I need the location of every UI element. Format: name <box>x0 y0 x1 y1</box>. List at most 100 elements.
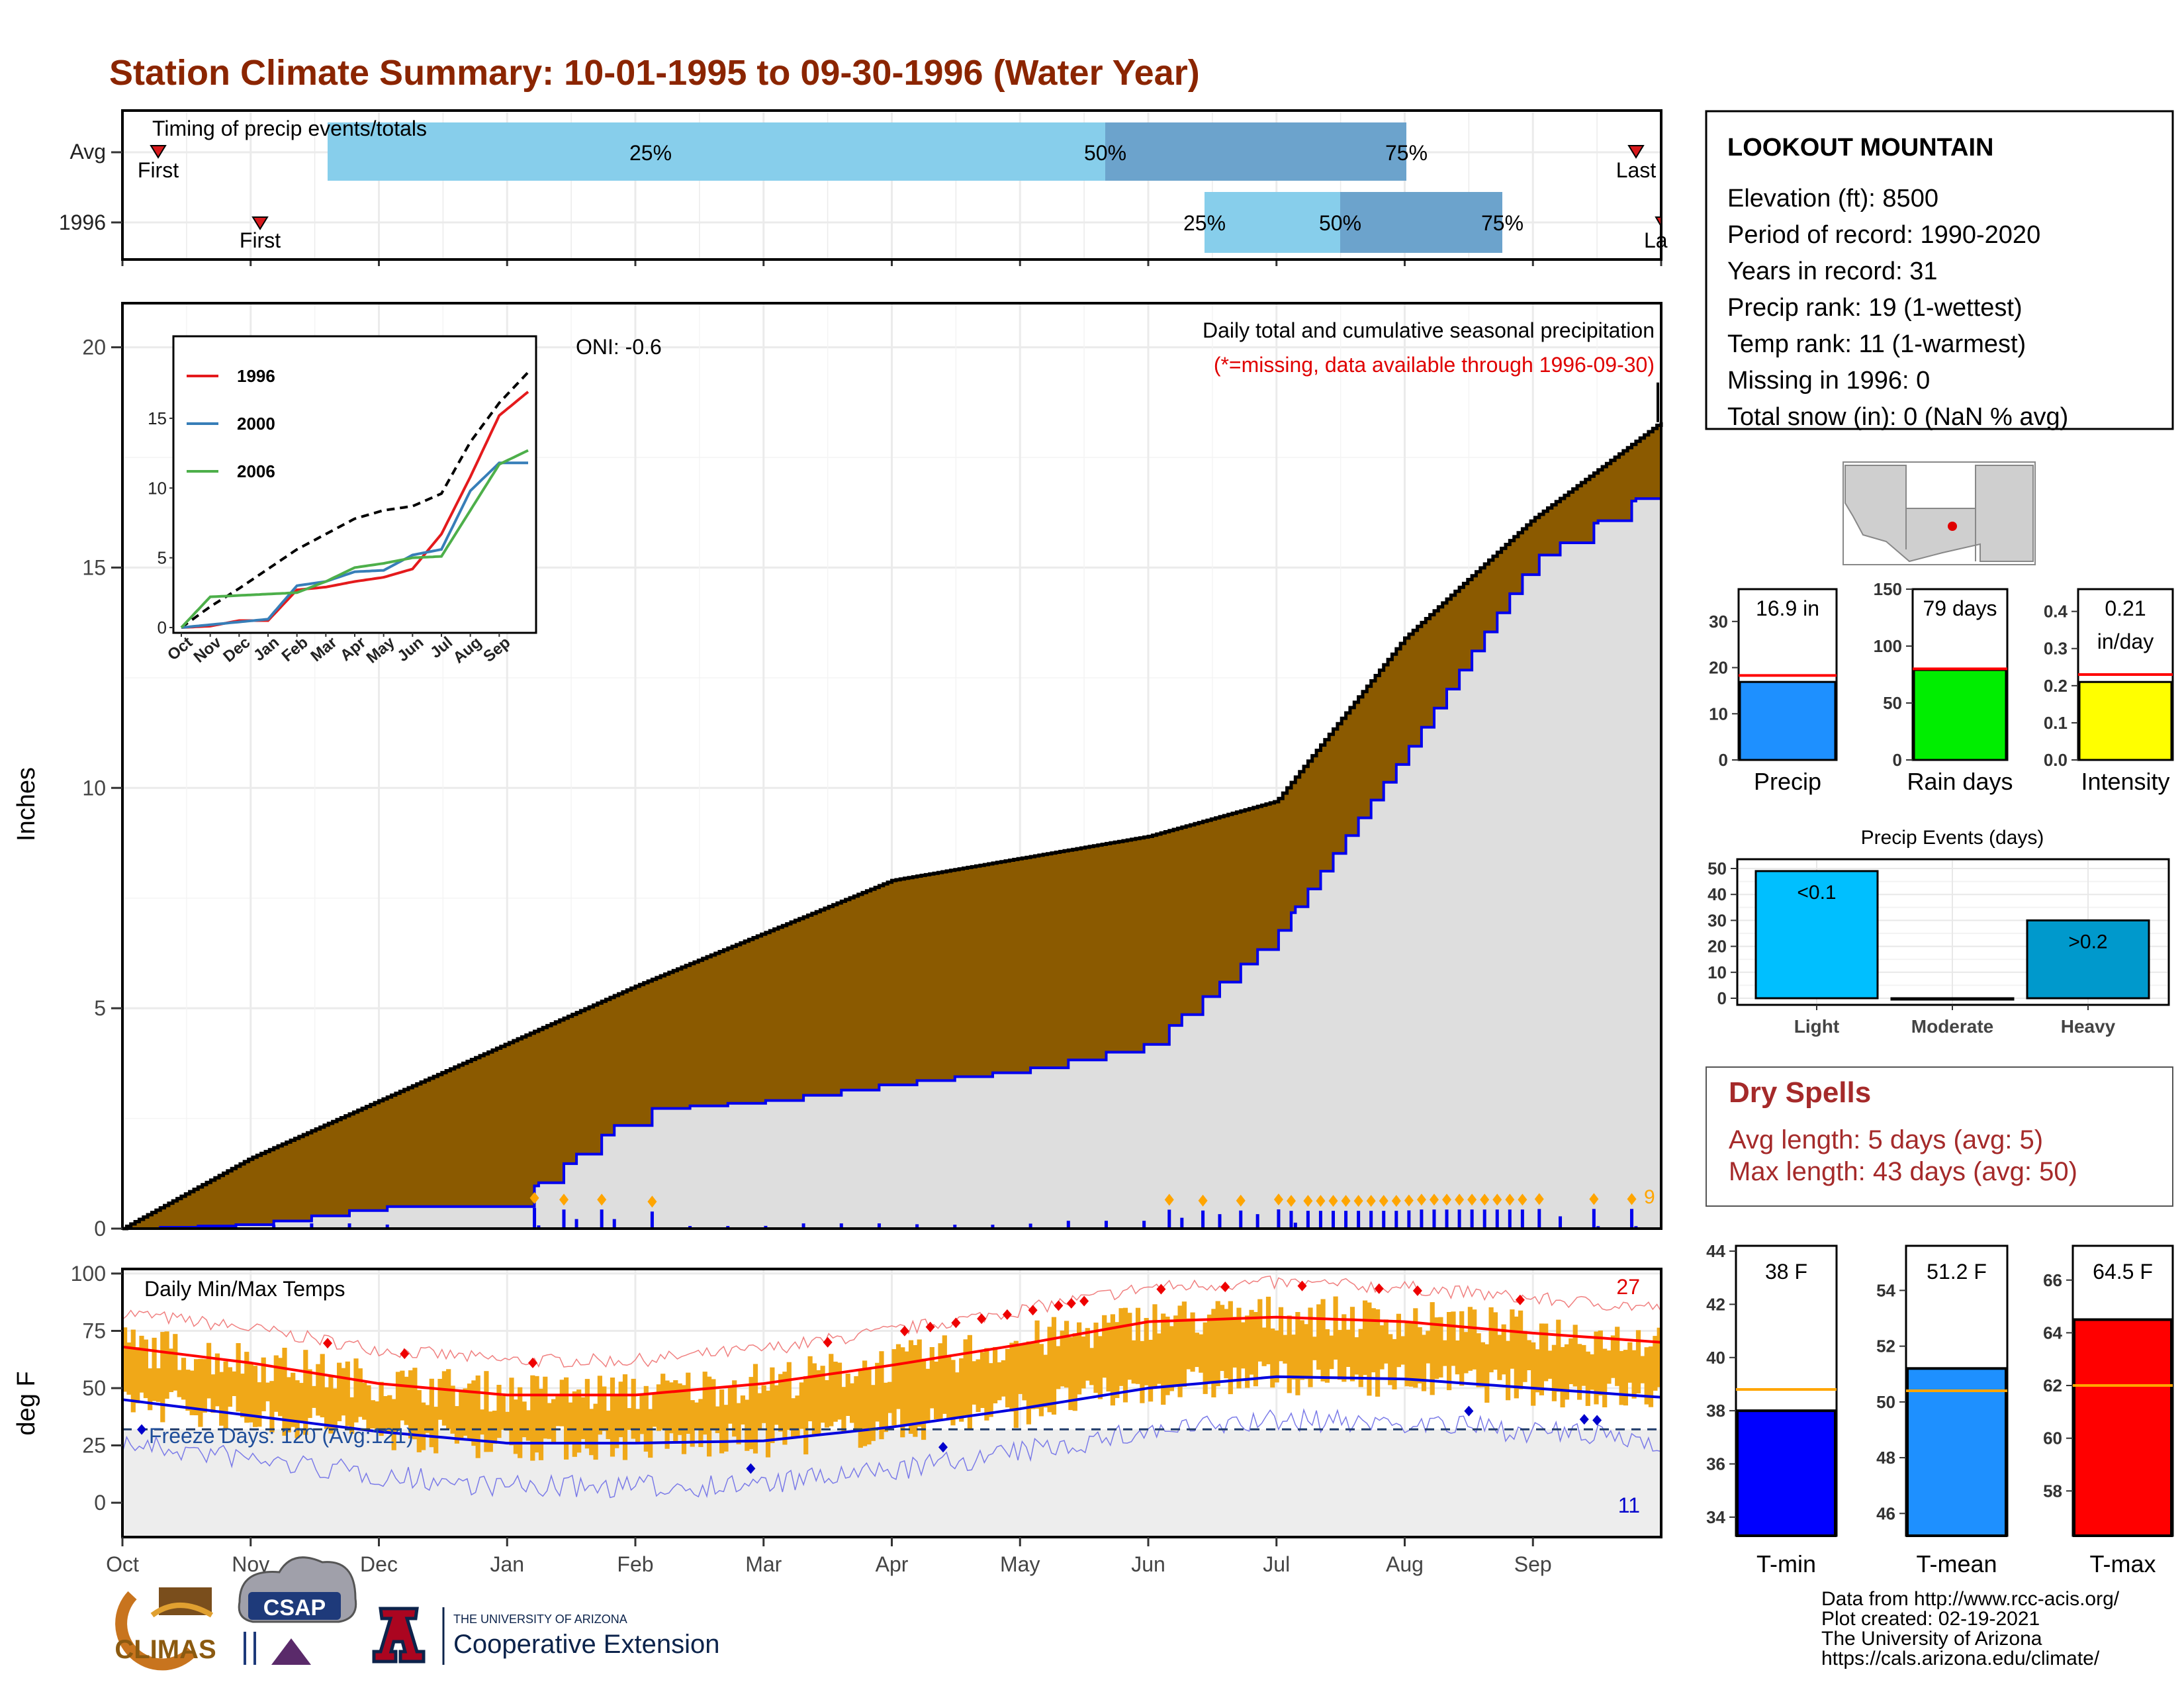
credit-line-1: Data from http://www.rcc-acis.org/ <box>1821 1588 2120 1610</box>
events-ytick: 40 <box>1707 884 1727 904</box>
temp-bar-value: 64.5 F <box>2093 1260 2153 1284</box>
daily-temp-bar <box>698 1399 704 1447</box>
daily-temp-bar <box>232 1371 237 1396</box>
record-high-marker <box>528 1357 537 1368</box>
inset-legend-label: 1996 <box>237 366 275 386</box>
credit-line-3: The University of Arizona <box>1821 1628 2042 1650</box>
station-name: LOOKOUT MOUNTAIN <box>1727 134 1993 162</box>
daily-temp-bar <box>1476 1333 1481 1387</box>
temp-bar-ytick: 42 <box>1706 1294 1725 1314</box>
daily-temp-bar <box>1278 1307 1284 1362</box>
daily-temp-bar <box>534 1376 539 1453</box>
station-elevation: Elevation (ft): 8500 <box>1727 185 1938 212</box>
summary-bar-ytick: 50 <box>1883 693 1902 713</box>
large-event-marker <box>1589 1193 1599 1205</box>
daily-temp-bar <box>1131 1340 1136 1384</box>
month-label: Mar <box>745 1552 782 1576</box>
daily-temp-bar <box>564 1377 569 1460</box>
last-marker-icon <box>1655 216 1662 229</box>
summary-bar-ytick: 0.4 <box>2044 602 2068 622</box>
daily-temp-bar <box>1375 1309 1381 1397</box>
daily-temp-bar <box>829 1354 834 1427</box>
daily-temp-bar <box>547 1403 552 1439</box>
daily-temp-bar <box>286 1377 291 1432</box>
daily-temp-bar <box>711 1379 716 1430</box>
record-max-line <box>122 1275 1662 1368</box>
daily-temp-bar <box>1430 1302 1435 1395</box>
summary-bar-ytick: 0.1 <box>2044 713 2068 733</box>
large-event-marker <box>1404 1194 1414 1207</box>
events-bar-label: <0.1 <box>1797 882 1836 904</box>
daily-precip-bar <box>1289 1211 1293 1229</box>
daily-temp-bar <box>1245 1315 1250 1388</box>
1996-cumulative-precip-line <box>122 497 1661 1230</box>
temp-bar-ytick: 60 <box>2043 1429 2062 1448</box>
daily-precip-bar <box>801 1223 805 1229</box>
summary-bar-ytick: 0.3 <box>2044 639 2068 659</box>
summary-bar-ytick: 20 <box>1709 658 1728 678</box>
temp-bar-value: 51.2 F <box>1927 1260 1987 1284</box>
daily-temp-bar <box>1657 1327 1662 1387</box>
daily-temp-bar <box>1417 1327 1422 1383</box>
daily-temp-bar <box>854 1376 859 1430</box>
record-low-marker <box>1592 1415 1602 1426</box>
daily-temp-bar <box>1631 1350 1637 1399</box>
daily-temp-bar <box>248 1363 253 1423</box>
daily-temp-bar <box>618 1382 623 1438</box>
daily-temp-bar <box>745 1399 750 1451</box>
events-bar-label: >0.2 <box>2068 931 2107 953</box>
summary-bar-ytick: 10 <box>1709 704 1728 724</box>
freeze-days: Freeze Days: 120 (Avg:121) <box>149 1424 414 1448</box>
record-high-marker <box>1054 1300 1064 1311</box>
daily-temp-bar <box>400 1370 405 1421</box>
daily-temp-bar <box>303 1350 308 1435</box>
large-event-marker <box>1480 1194 1490 1206</box>
daily-temp-bar <box>152 1337 157 1401</box>
daily-temp-bar <box>337 1362 342 1421</box>
climas-logo-text: CLIMAS <box>114 1635 216 1664</box>
daily-temp-bar <box>1447 1312 1452 1391</box>
daily-temp-bar <box>589 1409 594 1456</box>
summary-bar-ytick: 0 <box>1893 750 1902 770</box>
large-event-marker <box>1353 1195 1363 1207</box>
daily-temp-bar <box>265 1382 271 1401</box>
daily-precip-bar <box>1369 1211 1373 1229</box>
events-category-label: Moderate <box>1911 1016 1993 1037</box>
daily-temp-bar <box>1312 1336 1317 1360</box>
timing-panel: Timing of precip events/totals Avg 1996 … <box>59 109 1668 266</box>
daily-temp-bar <box>341 1368 346 1416</box>
daily-temp-bar <box>1590 1354 1595 1390</box>
avg-cumulative-precip-line <box>122 422 1663 1231</box>
daily-temp-bar <box>404 1376 409 1425</box>
daily-precip-bar <box>272 1225 276 1229</box>
station-snow: Total snow (in): 0 (NaN % avg) <box>1727 403 2068 431</box>
daily-temp-bar <box>278 1358 283 1417</box>
daily-temp-bar <box>1043 1354 1048 1408</box>
daily-temp-bar <box>757 1393 762 1429</box>
daily-temp-bar <box>139 1335 144 1393</box>
events-ytick: 30 <box>1707 910 1727 930</box>
daily-temp-bar <box>732 1380 737 1437</box>
daily-temp-bar <box>1564 1344 1570 1400</box>
daily-temp-bar <box>291 1372 296 1427</box>
daily-temp-bar <box>214 1353 220 1407</box>
daily-precip-bar <box>310 1223 314 1229</box>
dry-spells-max: Max length: 43 days (avg: 50) <box>1729 1157 2077 1186</box>
daily-temp-bar <box>1640 1356 1645 1383</box>
daily-temp-bar <box>765 1390 771 1458</box>
daily-temp-bar <box>1038 1344 1044 1417</box>
events-category-label: Light <box>1794 1016 1839 1037</box>
daily-temp-bar <box>1472 1309 1477 1370</box>
precip-ytick-label: 15 <box>82 555 106 579</box>
record-high-marker <box>823 1336 833 1348</box>
first-marker-icon <box>251 216 269 230</box>
daily-temp-bar <box>1606 1350 1612 1384</box>
daily-temp-bar <box>715 1406 720 1433</box>
daily-temp-bar <box>324 1387 330 1429</box>
daily-temp-bar <box>929 1347 934 1409</box>
large-event-marker <box>1534 1193 1544 1205</box>
daily-temp-bar <box>1488 1307 1494 1373</box>
month-label: Aug <box>1386 1552 1424 1576</box>
large-event-marker <box>1455 1194 1465 1206</box>
timing-avg-bar-50-75 <box>1105 122 1406 181</box>
